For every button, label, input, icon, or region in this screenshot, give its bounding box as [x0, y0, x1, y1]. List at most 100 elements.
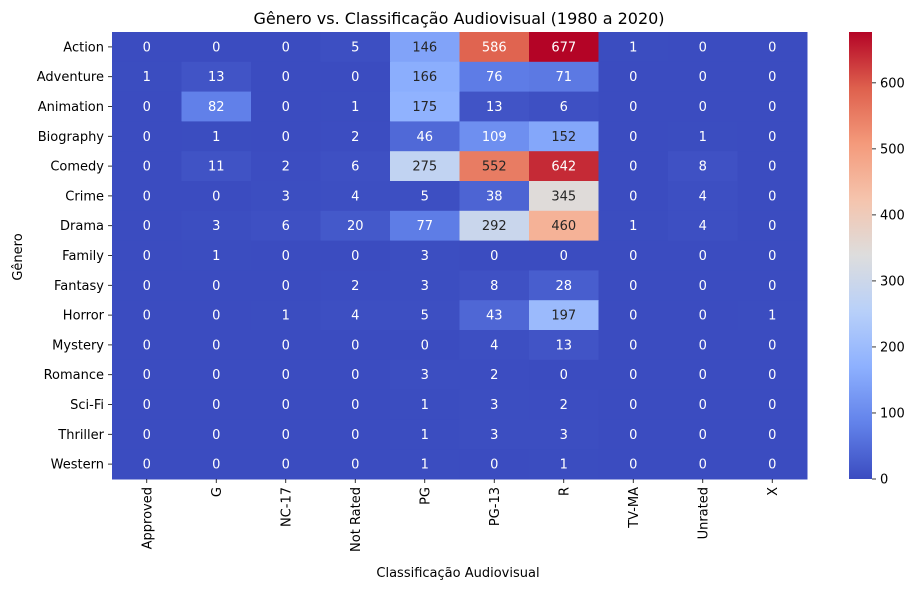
colorbar-tick-label: 500: [880, 142, 905, 157]
cell-value-label: 0: [143, 160, 151, 175]
cell-value-label: 0: [351, 70, 359, 85]
cell-value-label: 0: [768, 130, 776, 145]
heatmap-cell: [112, 449, 182, 480]
heatmap-cell: [181, 151, 252, 182]
cell-value-label: 0: [143, 279, 151, 294]
cell-value-label: 38: [486, 189, 503, 204]
cell-value-label: 11: [208, 160, 225, 175]
cell-value-label: 0: [143, 130, 151, 145]
heatmap-cell: [529, 330, 599, 361]
heatmap-cell: [737, 300, 808, 331]
cell-value-label: 1: [421, 398, 429, 413]
cell-value-label: 0: [212, 279, 220, 294]
heatmap-cell: [668, 449, 738, 480]
y-tick-label: Adventure: [37, 70, 104, 85]
heatmap-cell: [668, 32, 738, 63]
cell-value-label: 1: [629, 219, 637, 234]
cell-value-label: 0: [351, 428, 359, 443]
x-axis-ticks: Approved G NC-17 Not Rated PG PG-13 R TV-MA Unra…: [140, 479, 781, 552]
heatmap-cell: [737, 359, 808, 391]
cell-value-label: 1: [212, 249, 220, 264]
cell-value-label: 0: [490, 458, 498, 473]
cell-value-label: 0: [560, 368, 568, 383]
colorbar: 0 100 200 300 400 500 600: [849, 32, 905, 488]
y-tick-label: Western: [51, 458, 104, 473]
heatmap-cell: [112, 32, 182, 63]
heatmap-cell: [112, 210, 182, 242]
heatmap-cell: [181, 270, 252, 301]
cell-value-label: 2: [490, 368, 498, 383]
heatmap-cell: [390, 449, 460, 480]
heatmap-cell: [251, 181, 321, 212]
cell-value-label: 5: [421, 309, 429, 324]
heatmap-cell: [390, 91, 460, 122]
heatmap-cell: [251, 151, 321, 182]
cell-value-label: 0: [768, 279, 776, 294]
colorbar-tick-label: 400: [880, 208, 905, 223]
cell-value-label: 586: [482, 40, 507, 55]
y-tick-label: Horror: [63, 309, 105, 324]
cell-value-label: 13: [486, 100, 503, 115]
heatmap-cell: [529, 419, 599, 450]
heatmap-cell: [459, 61, 530, 93]
cell-value-label: 1: [143, 70, 151, 85]
cell-value-label: 0: [143, 100, 151, 115]
heatmap-cell: [112, 270, 182, 301]
x-tick-label: G: [210, 487, 225, 497]
cell-value-label: 5: [351, 40, 359, 55]
cell-value-label: 0: [768, 458, 776, 473]
cell-value-label: 0: [282, 428, 290, 443]
heatmap-cell: [320, 300, 391, 331]
heatmap-cell: [390, 181, 460, 212]
cell-value-label: 292: [482, 219, 507, 234]
heatmap-cell: [459, 419, 530, 450]
heatmap-cell: [320, 270, 391, 301]
heatmap-cell: [181, 359, 252, 391]
heatmap-cell: [320, 419, 391, 450]
heatmap-cell: [598, 359, 669, 391]
heatmap-cell: [112, 359, 182, 391]
heatmap-cell: [598, 61, 669, 93]
cell-value-label: 0: [629, 100, 637, 115]
cell-value-label: 4: [490, 338, 498, 353]
cell-value-label: 4: [699, 219, 707, 234]
heatmap-cell: [668, 91, 738, 122]
cell-value-label: 0: [768, 338, 776, 353]
cell-value-label: 0: [699, 100, 707, 115]
heatmap-cell: [390, 359, 460, 391]
y-tick-label: Crime: [65, 189, 104, 204]
cell-value-label: 0: [282, 368, 290, 383]
cell-value-label: 4: [351, 189, 359, 204]
cell-value-label: 0: [768, 219, 776, 234]
heatmap-cell: [320, 210, 391, 242]
cell-value-label: 0: [282, 458, 290, 473]
cell-value-label: 46: [416, 130, 433, 145]
cell-value-label: 0: [699, 309, 707, 324]
heatmap-cell: [112, 419, 182, 450]
cell-value-label: 0: [629, 398, 637, 413]
heatmap-cell: [251, 121, 321, 152]
cell-value-label: 1: [699, 130, 707, 145]
cell-value-label: 3: [490, 428, 498, 443]
cell-value-label: 1: [629, 40, 637, 55]
colorbar-tick-label: 200: [880, 340, 905, 355]
heatmap-cell: [390, 151, 460, 182]
cell-value-label: 0: [629, 70, 637, 85]
cell-value-label: 0: [768, 40, 776, 55]
cell-value-label: 1: [351, 100, 359, 115]
heatmap-cell: [737, 91, 808, 122]
cell-value-label: 109: [482, 130, 507, 145]
heatmap-cell: [668, 181, 738, 212]
heatmap-cell: [668, 240, 738, 271]
heatmap-cell: [529, 210, 599, 242]
heatmap-cell: [251, 419, 321, 450]
heatmap-cell: [320, 449, 391, 480]
colorbar-tick-label: 0: [880, 473, 888, 488]
heatmap-cell: [251, 32, 321, 63]
heatmap-cell: [112, 389, 182, 420]
cell-value-label: 197: [551, 309, 576, 324]
heatmap-cell: [737, 121, 808, 152]
cell-value-label: 0: [282, 130, 290, 145]
cell-value-label: 6: [282, 219, 290, 234]
heatmap-cell: [529, 389, 599, 420]
